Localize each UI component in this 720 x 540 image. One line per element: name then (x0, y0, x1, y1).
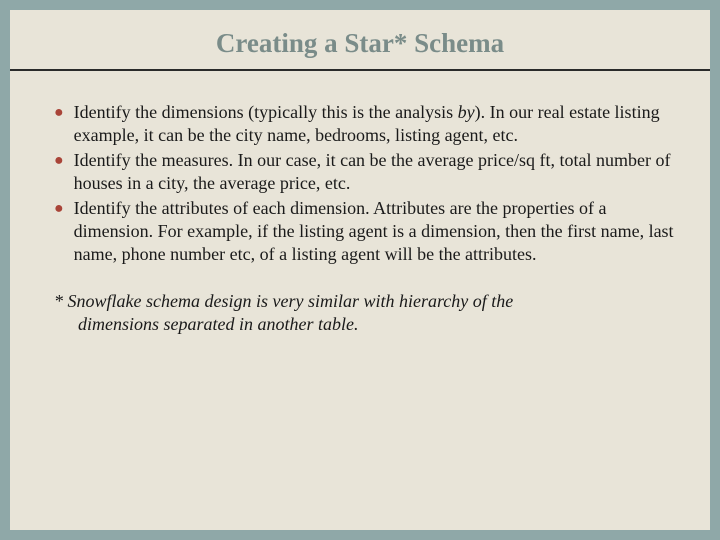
bullet-icon: ● (54, 197, 64, 220)
bullet-icon: ● (54, 101, 64, 124)
bullet-item: ● Identify the attributes of each dimens… (54, 197, 680, 266)
footnote: * Snowflake schema design is very simila… (54, 290, 680, 336)
slide-container: Creating a Star* Schema ● Identify the d… (10, 10, 710, 530)
bullet-text: Identify the measures. In our case, it c… (74, 149, 680, 195)
bullet-item: ● Identify the measures. In our case, it… (54, 149, 680, 195)
footnote-line1: * Snowflake schema design is very simila… (54, 291, 513, 311)
bullet-pre: Identify the dimensions (typically this … (74, 102, 458, 122)
content-area: ● Identify the dimensions (typically thi… (10, 71, 710, 356)
title-area: Creating a Star* Schema (10, 10, 710, 65)
bullet-item: ● Identify the dimensions (typically thi… (54, 101, 680, 147)
bullet-text: Identify the attributes of each dimensio… (74, 197, 680, 266)
bullet-icon: ● (54, 149, 64, 172)
bullet-emph: by (458, 102, 475, 122)
slide-title: Creating a Star* Schema (30, 28, 690, 59)
footnote-line2: dimensions separated in another table. (54, 313, 680, 336)
bullet-text: Identify the dimensions (typically this … (74, 101, 680, 147)
